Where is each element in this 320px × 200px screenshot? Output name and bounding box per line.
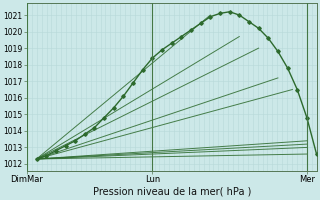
X-axis label: Pression niveau de la mer( hPa ): Pression niveau de la mer( hPa ) <box>92 187 251 197</box>
